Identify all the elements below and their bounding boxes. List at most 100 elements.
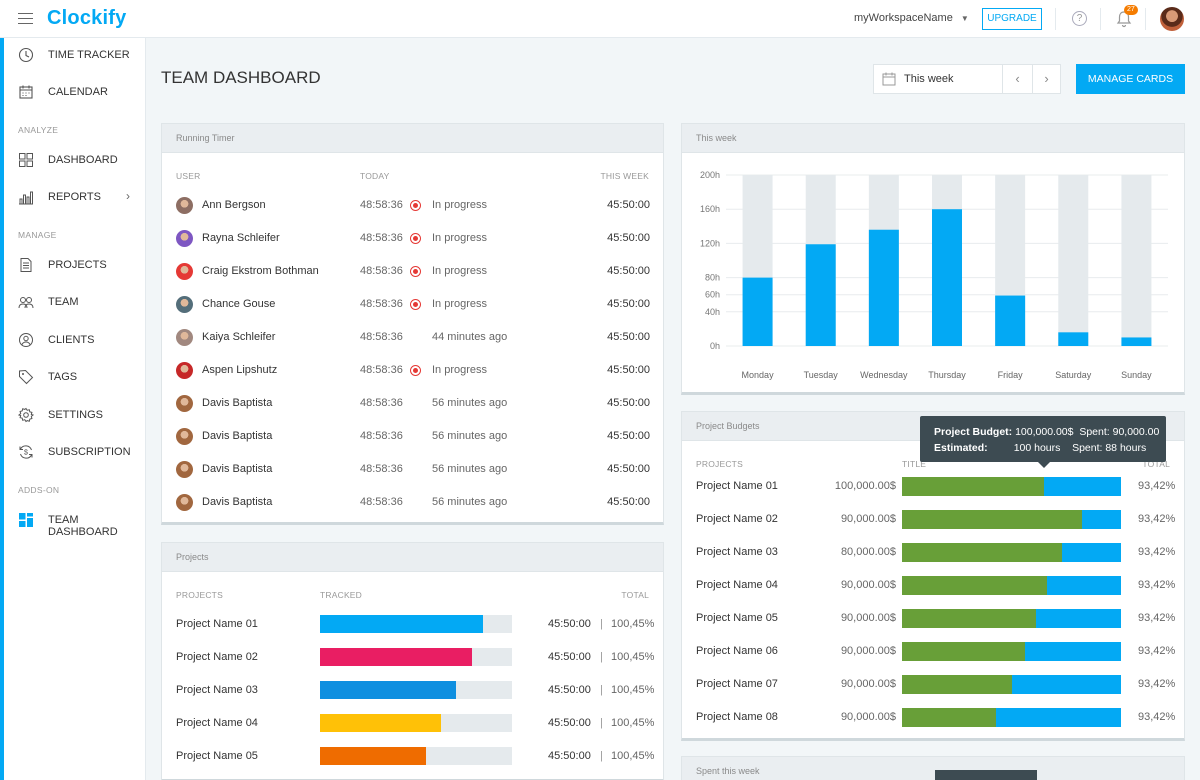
notification-badge: 27: [1124, 5, 1138, 15]
tooltip-estimated-label: Estimated:: [934, 442, 988, 454]
table-row[interactable]: Rayna Schleifer 48:58:36 In progress 45:50:…: [162, 222, 664, 255]
reports-icon: [19, 191, 33, 205]
sidebar-item-team-dashboard[interactable]: TEAM DASHBOARD: [0, 507, 146, 538]
project-name: Project Name 08: [696, 711, 778, 723]
table-row[interactable]: Project Name 03 80,000.00$ 93,42%: [682, 536, 1184, 569]
table-row[interactable]: Project Name 01 100,000.00$ 93,42%: [682, 470, 1184, 503]
table-row[interactable]: Chance Gouse 48:58:36 In progress 45:50:00: [162, 288, 664, 321]
project-percent: 100,45%: [611, 750, 655, 762]
bar[interactable]: [995, 295, 1026, 346]
table-row[interactable]: Project Name 07 90,000.00$ 93,42%: [682, 668, 1184, 701]
budget-bar[interactable]: [902, 510, 1121, 529]
table-row[interactable]: Kaiya Schleifer 48:58:36 44 minutes ago 45:…: [162, 321, 664, 354]
table-row[interactable]: Project Name 03 45:50:00 | 100,45%: [162, 674, 664, 707]
caret-down-icon: ▼: [960, 14, 969, 23]
project-name: Project Name 01: [176, 618, 258, 630]
project-budgets-card: Project Budgets PROJECTS TITLE TOTAL Pro…: [681, 411, 1185, 741]
sidebar-item-team[interactable]: TEAM: [0, 289, 146, 317]
budget-bar-spent: [902, 675, 1012, 694]
table-row[interactable]: Project Name 01 45:50:00 | 100,45%: [162, 608, 664, 641]
previous-week-button[interactable]: ‹: [1002, 65, 1032, 93]
sidebar-item-label: TIME TRACKER: [48, 49, 130, 61]
table-row[interactable]: Craig Ekstrom Bothman 48:58:36 In progress…: [162, 255, 664, 288]
x-tick-label: Tuesday: [804, 370, 839, 380]
table-row[interactable]: Project Name 05 90,000.00$ 93,42%: [682, 602, 1184, 635]
user-name: Davis Baptista: [202, 463, 273, 475]
tracked-bar: [320, 747, 512, 765]
user-name: Davis Baptista: [202, 397, 273, 409]
project-time: 45:50:00: [548, 717, 591, 729]
table-row[interactable]: Project Name 05 45:50:00 | 100,45%: [162, 740, 664, 773]
avatar: [176, 263, 193, 280]
separator: |: [600, 684, 603, 696]
column-header-today: TODAY: [360, 171, 390, 181]
bar[interactable]: [805, 244, 836, 346]
sidebar-item-calendar[interactable]: CALENDAR: [0, 79, 146, 107]
budget-bar[interactable]: [902, 609, 1121, 628]
timer-status: 56 minutes ago: [432, 496, 508, 508]
sidebar-item-label: TAGS: [48, 371, 78, 383]
table-row[interactable]: Davis Baptista 48:58:36 56 minutes ago 45:5…: [162, 486, 664, 519]
budget-bar[interactable]: [902, 642, 1121, 661]
hamburger-menu-icon[interactable]: [18, 13, 33, 24]
week-picker[interactable]: This week ‹ ›: [873, 64, 1061, 94]
bar[interactable]: [1121, 337, 1152, 346]
timer-status: 44 minutes ago: [432, 331, 508, 343]
tooltip-budget-label: Project Budget:: [934, 426, 1013, 438]
card-title: Projects: [162, 543, 663, 572]
sidebar-item-label: DASHBOARD: [48, 154, 118, 166]
recording-icon: [410, 299, 421, 310]
card-title: This week: [682, 124, 1184, 153]
clockify-logo[interactable]: Clockify: [47, 7, 127, 29]
table-row[interactable]: Ann Bergson 48:58:36 In progress 45:50:00: [162, 189, 664, 222]
user-avatar[interactable]: [1160, 7, 1184, 31]
bar[interactable]: [742, 277, 773, 346]
budget-bar[interactable]: [902, 576, 1121, 595]
sidebar-item-subscription[interactable]: $ SUBSCRIPTION: [0, 439, 146, 467]
sidebar-item-settings[interactable]: SETTINGS: [0, 402, 146, 430]
project-time: 45:50:00: [548, 684, 591, 696]
table-row[interactable]: Project Name 02 45:50:00 | 100,45%: [162, 641, 664, 674]
budget-bar[interactable]: [902, 675, 1121, 694]
budget-bar[interactable]: [902, 708, 1121, 727]
bar[interactable]: [932, 209, 962, 346]
table-row[interactable]: Davis Baptista 48:58:36 56 minutes ago 45:5…: [162, 420, 664, 453]
table-row[interactable]: Davis Baptista 48:58:36 56 minutes ago 45:5…: [162, 453, 664, 486]
week-time: 45:50:00: [607, 463, 650, 475]
separator: |: [600, 750, 603, 762]
budget-bar[interactable]: [902, 543, 1121, 562]
divider: [1145, 8, 1146, 30]
table-row[interactable]: Davis Baptista 48:58:36 56 minutes ago 45:5…: [162, 387, 664, 420]
tooltip-partial: [935, 770, 1037, 780]
next-week-button[interactable]: ›: [1032, 65, 1060, 93]
table-row[interactable]: Project Name 04 90,000.00$ 93,42%: [682, 569, 1184, 602]
table-row[interactable]: Aspen Lipshutz 48:58:36 In progress 45:50:0…: [162, 354, 664, 387]
sidebar-item-dashboard[interactable]: DASHBOARD: [0, 147, 146, 175]
project-name: Project Name 02: [176, 651, 258, 663]
sidebar-item-clients[interactable]: CLIENTS: [0, 327, 146, 355]
help-icon[interactable]: ?: [1072, 11, 1087, 26]
workspace-selector[interactable]: myWorkspaceName ▼: [854, 12, 969, 24]
sidebar-item-reports[interactable]: REPORTS ›: [0, 184, 146, 212]
tooltip-spent2-value: 88 hours: [1105, 442, 1147, 454]
tooltip-spent2-label: Spent:: [1072, 442, 1103, 454]
upgrade-button[interactable]: UPGRADE: [982, 8, 1042, 30]
budget-amount: 90,000.00$: [840, 645, 896, 657]
bar[interactable]: [868, 229, 899, 346]
sidebar-item-projects[interactable]: PROJECTS: [0, 252, 146, 280]
sidebar-item-tags[interactable]: TAGS: [0, 364, 146, 392]
table-row[interactable]: Project Name 08 90,000.00$ 93,42%: [682, 701, 1184, 734]
week-time: 45:50:00: [607, 298, 650, 310]
budget-bar[interactable]: [902, 477, 1121, 496]
today-time: 48:58:36: [360, 496, 403, 508]
budget-percent: 93,42%: [1138, 480, 1176, 492]
manage-cards-button[interactable]: MANAGE CARDS: [1076, 64, 1185, 94]
budget-amount: 90,000.00$: [840, 579, 896, 591]
x-tick-label: Friday: [998, 370, 1024, 380]
table-row[interactable]: Project Name 02 90,000.00$ 93,42%: [682, 503, 1184, 536]
sidebar-item-time-tracker[interactable]: TIME TRACKER: [0, 42, 146, 70]
budget-percent: 93,42%: [1138, 612, 1176, 624]
bar[interactable]: [1058, 332, 1089, 346]
table-row[interactable]: Project Name 04 45:50:00 | 100,45%: [162, 707, 664, 740]
table-row[interactable]: Project Name 06 90,000.00$ 93,42%: [682, 635, 1184, 668]
